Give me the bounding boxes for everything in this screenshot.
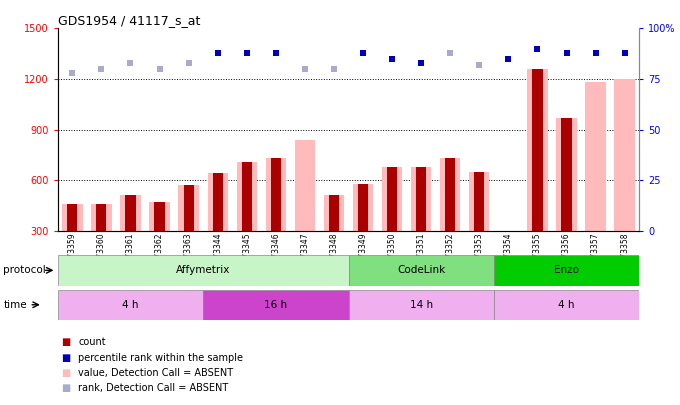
Bar	[62, 204, 82, 231]
Bar	[527, 69, 547, 231]
Text: count: count	[78, 337, 106, 347]
Bar	[532, 69, 543, 231]
Text: time: time	[3, 300, 27, 310]
Bar	[445, 158, 456, 231]
Bar	[58, 290, 203, 320]
Text: 16 h: 16 h	[265, 300, 288, 310]
Text: 14 h: 14 h	[409, 300, 432, 310]
Bar	[562, 118, 572, 231]
Text: value, Detection Call = ABSENT: value, Detection Call = ABSENT	[78, 368, 233, 378]
Text: percentile rank within the sample: percentile rank within the sample	[78, 353, 243, 362]
Bar	[237, 162, 257, 231]
Bar	[585, 81, 606, 231]
Bar	[440, 158, 460, 231]
Text: CodeLink: CodeLink	[397, 265, 445, 275]
Text: ■: ■	[61, 368, 71, 378]
Bar	[271, 158, 281, 231]
Bar	[125, 196, 135, 231]
Text: protocol: protocol	[3, 265, 46, 275]
Bar	[382, 167, 403, 231]
Bar	[416, 167, 426, 231]
Bar	[207, 173, 228, 231]
Bar	[178, 185, 199, 231]
Bar	[353, 183, 373, 231]
Bar	[556, 118, 577, 231]
Text: rank, Detection Call = ABSENT: rank, Detection Call = ABSENT	[78, 384, 228, 393]
Bar	[411, 167, 431, 231]
Bar	[329, 196, 339, 231]
Bar	[266, 158, 286, 231]
Bar	[154, 202, 165, 231]
Bar	[358, 183, 368, 231]
Bar	[97, 204, 107, 231]
Bar	[469, 172, 490, 231]
Text: ■: ■	[61, 353, 71, 362]
Text: 4 h: 4 h	[558, 300, 575, 310]
Text: ■: ■	[61, 337, 71, 347]
Bar	[58, 255, 348, 286]
Bar	[241, 162, 252, 231]
Text: GDS1954 / 41117_s_at: GDS1954 / 41117_s_at	[58, 14, 200, 27]
Bar	[203, 290, 348, 320]
Bar	[474, 172, 484, 231]
Bar	[67, 204, 78, 231]
Text: ■: ■	[61, 384, 71, 393]
Bar	[494, 255, 639, 286]
Bar	[184, 185, 194, 231]
Bar	[150, 202, 170, 231]
Bar	[294, 140, 315, 231]
Bar	[494, 290, 639, 320]
Text: Affymetrix: Affymetrix	[176, 265, 231, 275]
Bar	[387, 167, 397, 231]
Bar	[91, 204, 112, 231]
Bar	[348, 290, 494, 320]
Text: Enzo: Enzo	[554, 265, 579, 275]
Bar	[615, 79, 635, 231]
Text: 4 h: 4 h	[122, 300, 139, 310]
Bar	[120, 196, 141, 231]
Bar	[348, 255, 494, 286]
Bar	[213, 173, 223, 231]
Bar	[324, 196, 344, 231]
